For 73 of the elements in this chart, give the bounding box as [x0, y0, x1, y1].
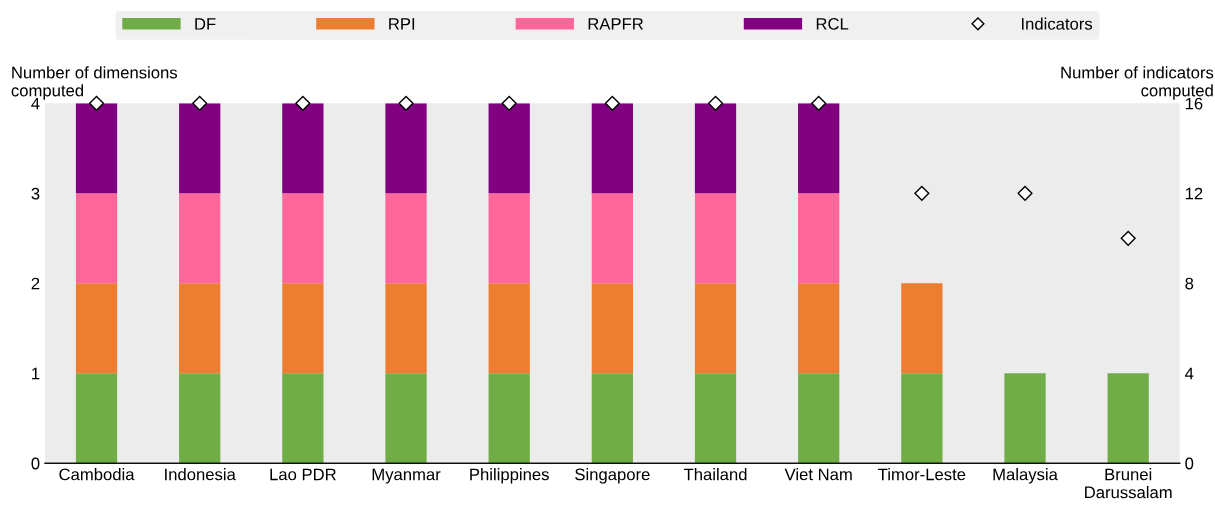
bar [282, 193, 324, 284]
bar [75, 193, 118, 284]
bar [488, 103, 530, 194]
bar [798, 103, 840, 194]
point [501, 95, 517, 111]
x-tick-label: Brunei Darussalam [1085, 468, 1172, 499]
y-tick-label: 1 [32, 367, 40, 380]
legend-label: RPI [389, 18, 415, 30]
bar [75, 283, 118, 374]
bar [488, 193, 530, 284]
x-tick-label: Singapore [575, 468, 650, 484]
x-tick-label: Viet Nam [784, 468, 852, 481]
point [295, 95, 311, 111]
bar [282, 283, 324, 374]
x-tick-label: Malaysia [993, 468, 1058, 484]
bar [179, 193, 221, 284]
y2-tick-label: 12 [1185, 187, 1203, 200]
point [1017, 185, 1033, 201]
bar [1004, 373, 1046, 464]
point [707, 95, 724, 111]
bar [385, 103, 427, 194]
bar [179, 373, 221, 464]
point [914, 185, 930, 201]
bar [901, 373, 943, 464]
point [604, 95, 620, 111]
bar [798, 283, 840, 374]
bar [385, 373, 427, 464]
y-axis-title: Number of dimensions computed [11, 66, 178, 100]
point [1120, 230, 1136, 246]
point [192, 95, 208, 111]
bar [901, 283, 943, 374]
legend-label: RAPFR [588, 18, 644, 30]
bar [282, 373, 324, 464]
bar [488, 373, 530, 464]
bar [694, 283, 737, 374]
x-tick-label: Timor-Leste [878, 468, 966, 481]
y2-tick-label: 4 [1185, 367, 1194, 380]
bar [694, 193, 737, 284]
legend-label: RCL [816, 17, 849, 30]
bar [385, 193, 427, 284]
x-tick-label: Thailand [683, 468, 747, 481]
bar [591, 283, 633, 374]
x-tick-label: Indonesia [165, 468, 236, 481]
bar [179, 103, 221, 194]
point [811, 95, 827, 111]
bar [798, 373, 840, 464]
bar [282, 103, 324, 194]
legend-label: Indicators [1021, 17, 1093, 30]
bar [694, 103, 737, 194]
bar [385, 283, 427, 374]
bar [694, 373, 737, 464]
y-tick-label: 4 [31, 97, 40, 110]
x-tick-label: Cambodia [59, 468, 135, 481]
y2-tick-label: 0 [1185, 457, 1194, 470]
legend-label: DF [195, 18, 216, 30]
x-tick-label: Philippines [470, 468, 549, 484]
bar [591, 193, 633, 284]
x-tick-label: Lao PDR [270, 468, 336, 481]
bar [488, 283, 530, 374]
bar [1107, 373, 1149, 464]
point [398, 95, 414, 111]
y2-tick-label: 8 [1185, 277, 1194, 290]
y-tick-label: 0 [31, 457, 40, 470]
bar [798, 193, 840, 284]
point [88, 95, 105, 111]
bar [591, 103, 633, 194]
bar [75, 103, 118, 194]
bar [179, 283, 221, 374]
bar [75, 373, 118, 464]
y-tick-label: 3 [31, 187, 40, 200]
x-tick-label: Myanmar [372, 468, 441, 484]
bar [591, 373, 633, 464]
y-tick-label: 2 [31, 277, 40, 290]
